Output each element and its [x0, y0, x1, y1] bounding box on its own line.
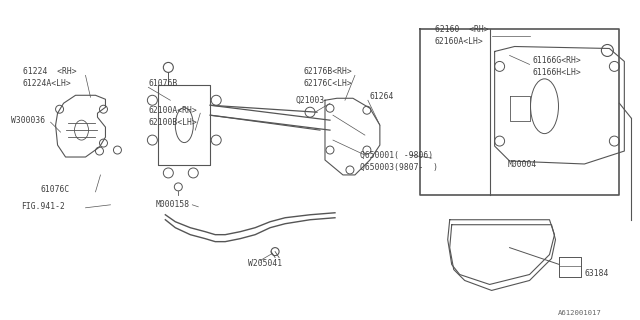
Text: 61166H<LH>: 61166H<LH> [532, 68, 581, 77]
Text: 61264: 61264 [370, 92, 394, 101]
Text: Q21003: Q21003 [295, 96, 324, 105]
Text: 62100B<LH>: 62100B<LH> [148, 118, 197, 127]
Text: 62160A<LH>: 62160A<LH> [435, 37, 483, 46]
Text: 62176C<LH>: 62176C<LH> [303, 79, 352, 88]
Text: 61166G<RH>: 61166G<RH> [532, 56, 581, 65]
Text: 62176B<RH>: 62176B<RH> [303, 67, 352, 76]
Text: M000158: M000158 [156, 200, 189, 209]
Text: W300036: W300036 [11, 116, 45, 125]
Text: M00004: M00004 [508, 160, 537, 170]
Text: 61224  <RH>: 61224 <RH> [22, 67, 76, 76]
Text: Q650001( -9806): Q650001( -9806) [360, 150, 433, 160]
Text: Q650003(9807-  ): Q650003(9807- ) [360, 163, 438, 172]
Text: 62100A<RH>: 62100A<RH> [148, 106, 197, 115]
Text: 61076B: 61076B [148, 79, 178, 88]
Text: 61224A<LH>: 61224A<LH> [22, 79, 72, 88]
Text: FIG.941-2: FIG.941-2 [20, 202, 65, 211]
Text: 62160  <RH>: 62160 <RH> [435, 25, 488, 34]
Text: 61076C: 61076C [40, 185, 70, 194]
Text: A612001017: A612001017 [557, 310, 601, 316]
Text: W205041: W205041 [248, 259, 282, 268]
Text: 63184: 63184 [584, 269, 609, 278]
